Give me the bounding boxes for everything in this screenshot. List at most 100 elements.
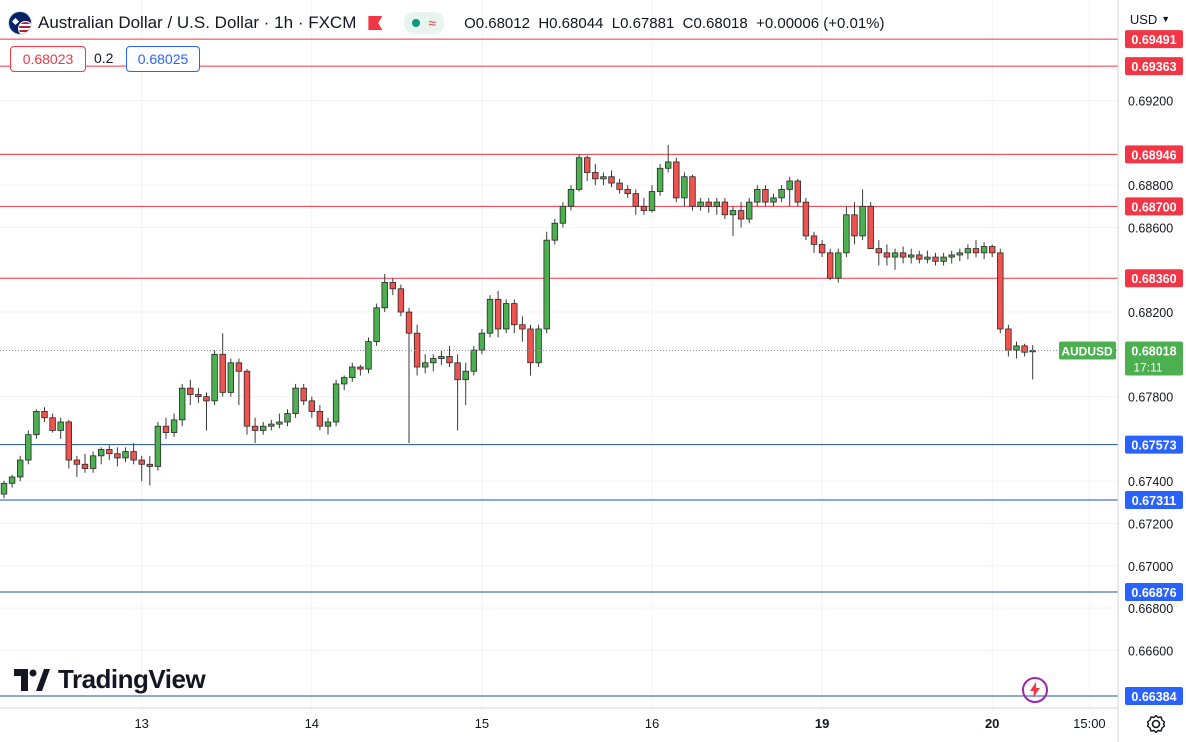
candle-up[interactable]	[25, 430, 32, 465]
candle-down[interactable]	[899, 246, 907, 264]
candle-up[interactable]	[656, 164, 664, 196]
candle-down[interactable]	[195, 388, 202, 403]
candle-up[interactable]	[1013, 341, 1020, 359]
candle-up[interactable]	[259, 421, 267, 435]
candle-down[interactable]	[624, 185, 631, 198]
candle-down[interactable]	[705, 197, 712, 213]
candle-up[interactable]	[535, 324, 542, 368]
candle-up[interactable]	[284, 409, 291, 427]
candle-up[interactable]	[89, 451, 97, 473]
candle-up[interactable]	[770, 193, 777, 207]
candle-up[interactable]	[486, 295, 494, 338]
candle-down[interactable]	[300, 383, 307, 406]
candle-down[interactable]	[827, 248, 834, 281]
candle-up[interactable]	[681, 172, 688, 207]
candle-down[interactable]	[454, 354, 461, 431]
candle-down[interactable]	[73, 455, 81, 477]
candle-down[interactable]	[818, 240, 826, 258]
candle-down[interactable]	[689, 174, 696, 211]
candle-up[interactable]	[543, 231, 550, 334]
candle-up[interactable]	[908, 248, 915, 264]
candle-down[interactable]	[162, 417, 170, 439]
candle-down[interactable]	[737, 202, 745, 228]
candle-up[interactable]	[600, 172, 607, 186]
candle-down[interactable]	[673, 157, 680, 203]
candle-down[interactable]	[219, 333, 226, 397]
candle-up[interactable]	[478, 328, 486, 355]
candle-up[interactable]	[98, 447, 105, 465]
candle-down[interactable]	[357, 364, 364, 376]
lightning-icon[interactable]	[1021, 676, 1049, 704]
candle-up[interactable]	[16, 455, 24, 482]
candle-down[interactable]	[997, 248, 1004, 334]
candle-up[interactable]	[430, 354, 437, 372]
candle-up[interactable]	[340, 375, 348, 391]
candle-down[interactable]	[397, 284, 405, 317]
candle-down[interactable]	[867, 202, 874, 250]
candle-down[interactable]	[721, 197, 729, 220]
candle-up[interactable]	[332, 379, 340, 427]
tradingview-logo[interactable]: TradingView	[14, 664, 206, 695]
candle-down[interactable]	[511, 299, 518, 334]
candle-down[interactable]	[308, 396, 315, 418]
candle-down[interactable]	[932, 252, 939, 266]
buy-button[interactable]: 0.68025	[126, 46, 200, 72]
candle-down[interactable]	[851, 202, 858, 245]
candle-up[interactable]	[0, 480, 8, 499]
candle-up[interactable]	[122, 447, 129, 463]
candle-up[interactable]	[178, 383, 186, 427]
candle-up[interactable]	[154, 421, 162, 471]
candle-up[interactable]	[648, 185, 656, 213]
candle-down[interactable]	[527, 324, 534, 376]
candle-up[interactable]	[575, 154, 583, 192]
candle-up[interactable]	[502, 299, 510, 334]
candle-down[interactable]	[49, 413, 56, 433]
candle-up[interactable]	[746, 197, 753, 224]
candle-down[interactable]	[41, 407, 48, 422]
candle-up[interactable]	[729, 206, 737, 236]
candle-up[interactable]	[980, 242, 988, 260]
candle-down[interactable]	[81, 453, 89, 473]
candle-up[interactable]	[713, 197, 720, 215]
candle-down[interactable]	[65, 419, 72, 469]
candle-down[interactable]	[972, 240, 980, 258]
market-status-badge[interactable]: ≈	[404, 12, 445, 34]
candle-down[interactable]	[235, 358, 243, 406]
settings-gear-icon[interactable]	[1146, 714, 1166, 734]
candle-up[interactable]	[365, 337, 372, 374]
candle-up[interactable]	[421, 354, 429, 374]
candle-up[interactable]	[470, 345, 477, 376]
candle-down[interactable]	[405, 307, 413, 444]
candle-up[interactable]	[551, 219, 558, 245]
candle-down[interactable]	[810, 231, 818, 253]
candle-up[interactable]	[891, 248, 899, 270]
candle-down[interactable]	[146, 455, 153, 486]
symbol-title[interactable]: Australian Dollar / U.S. Dollar · 1h · F…	[38, 13, 357, 32]
candle-up[interactable]	[859, 189, 866, 241]
candle-down[interactable]	[592, 164, 599, 186]
candle-down[interactable]	[1005, 324, 1012, 357]
candle-up[interactable]	[948, 250, 955, 264]
candle-down[interactable]	[608, 170, 615, 188]
candle-down[interactable]	[989, 244, 996, 258]
candle-up[interactable]	[754, 185, 761, 207]
candle-up[interactable]	[843, 206, 850, 258]
candle-up[interactable]	[964, 244, 972, 260]
candle-down[interactable]	[316, 405, 324, 431]
candle-down[interactable]	[794, 178, 801, 207]
candle-down[interactable]	[802, 197, 810, 241]
candle-down[interactable]	[203, 392, 210, 431]
sell-button[interactable]: 0.68023	[10, 46, 86, 72]
candle-up[interactable]	[57, 417, 64, 439]
candle-down[interactable]	[616, 178, 623, 194]
candle-up[interactable]	[324, 417, 332, 435]
candle-up[interactable]	[170, 413, 178, 437]
candle-up[interactable]	[8, 474, 16, 488]
candle-down[interactable]	[114, 447, 121, 467]
candle-up[interactable]	[778, 185, 785, 203]
candle-down[interactable]	[632, 189, 639, 215]
candle-up[interactable]	[349, 362, 356, 382]
candle-up[interactable]	[292, 383, 299, 418]
currency-selector[interactable]: USD ▼	[1122, 8, 1178, 30]
